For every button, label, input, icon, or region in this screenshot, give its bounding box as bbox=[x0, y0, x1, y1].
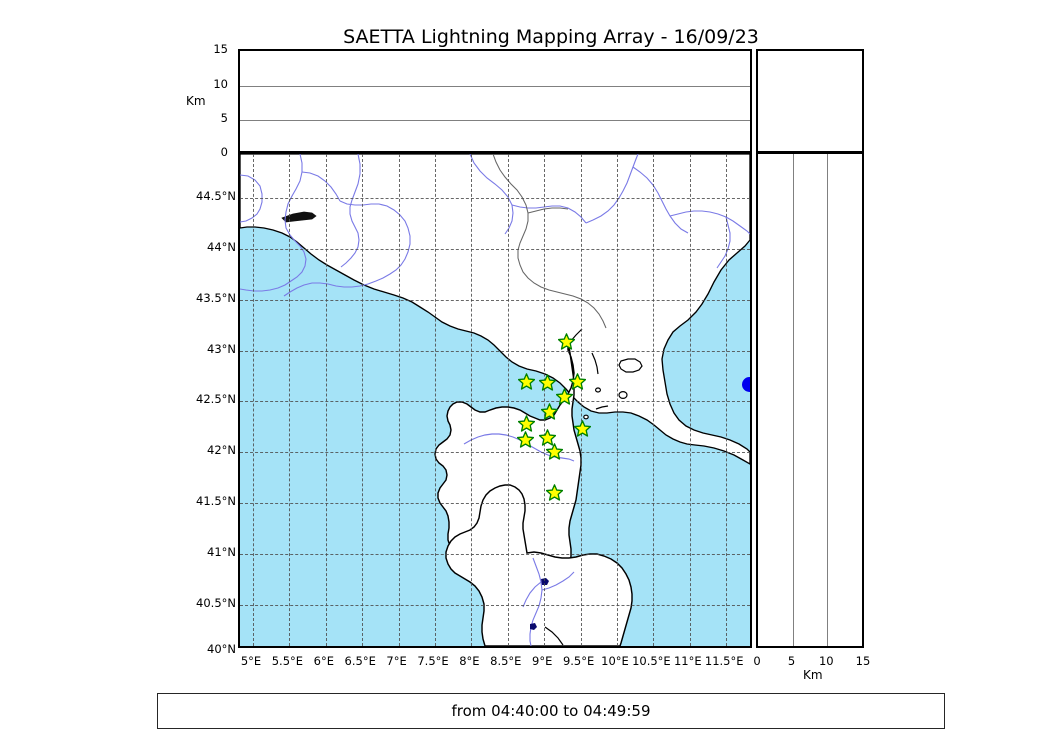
map-xtick-6: 6°E bbox=[313, 654, 334, 668]
top-ytick-5: 5 bbox=[220, 111, 228, 126]
gridline-5km bbox=[240, 120, 750, 122]
map-gridline-lon-8 bbox=[471, 154, 473, 646]
map-ytick-43: 43°N bbox=[207, 341, 236, 356]
map-gridline-lon-10 bbox=[617, 154, 618, 646]
map-ytick-40: 40°N bbox=[207, 642, 236, 656]
map-gridline-lon-9-5 bbox=[580, 154, 582, 646]
map-xtick-8-5: 8.5°E bbox=[490, 654, 522, 668]
top-panel-ylabel: Km bbox=[186, 94, 206, 108]
map-geography bbox=[240, 154, 750, 646]
map-gridline-lon-7-5 bbox=[435, 154, 436, 646]
top-ytick-15: 15 bbox=[213, 42, 228, 56]
map-xtick-7: 7°E bbox=[386, 654, 407, 668]
map-gridline-lon-10-5 bbox=[653, 154, 655, 646]
map-panel[interactable] bbox=[238, 152, 752, 648]
map-gridline-lat-44-5 bbox=[240, 198, 750, 199]
map-ytick-42: 42°N bbox=[207, 443, 236, 458]
map-gridline-lat-43-5 bbox=[240, 299, 750, 301]
map-gridline-lon-11 bbox=[689, 154, 691, 646]
map-ytick-41: 41°N bbox=[207, 545, 236, 559]
river-network bbox=[240, 154, 750, 297]
map-gridline-lat-40 bbox=[240, 645, 750, 646]
map-xtick-11-5: 11.5°E bbox=[704, 654, 744, 668]
map-gridline-lon-11-5 bbox=[726, 154, 728, 646]
right-xtick-0: 0 bbox=[753, 654, 761, 668]
right-xtick-5: 5 bbox=[787, 654, 796, 668]
time-range-statusbar[interactable]: from 04:40:00 to 04:49:59 bbox=[157, 693, 945, 729]
altitude-histogram-panel[interactable] bbox=[756, 49, 864, 153]
top-ytick-0: 0 bbox=[220, 145, 228, 159]
altitude-time-panel[interactable] bbox=[238, 49, 752, 153]
administrative-borders bbox=[492, 154, 607, 329]
map-gridline-lat-40-5 bbox=[240, 604, 750, 606]
map-gridline-lat-43 bbox=[240, 350, 750, 352]
mainland-landmass bbox=[240, 154, 750, 465]
page-title: SAETTA Lightning Mapping Array - 16/09/2… bbox=[343, 26, 759, 48]
map-xtick-7-5: 7.5°E bbox=[417, 654, 449, 668]
right-gridline-10km bbox=[827, 154, 829, 646]
right-xtick-10: 10 bbox=[818, 654, 834, 668]
map-ytick-41-5: 41.5°N bbox=[196, 494, 236, 509]
map-xtick-9-5: 9.5°E bbox=[562, 654, 595, 668]
map-gridline-lon-5-5 bbox=[289, 154, 291, 646]
map-xtick-9: 9°E bbox=[532, 654, 553, 668]
map-ytick-42-5: 42.5°N bbox=[196, 392, 236, 407]
map-gridline-lat-42-5 bbox=[240, 401, 750, 403]
map-xtick-5-5: 5.5°E bbox=[271, 654, 304, 668]
map-gridline-lon-8-5 bbox=[507, 154, 509, 646]
map-ytick-40-5: 40.5°N bbox=[196, 595, 236, 610]
map-gridline-lat-41-5 bbox=[240, 503, 750, 505]
right-xtick-15: 15 bbox=[855, 654, 871, 668]
altitude-longitude-panel[interactable] bbox=[756, 152, 864, 648]
map-canvas bbox=[240, 154, 750, 646]
gridline-10km bbox=[240, 85, 750, 87]
map-gridline-lon-6-5 bbox=[362, 154, 364, 646]
map-gridline-lat-42 bbox=[240, 452, 750, 454]
map-xtick-6-5: 6.5°E bbox=[344, 654, 376, 668]
map-xtick-10-5: 10.5°E bbox=[632, 654, 671, 668]
right-panel-xlabel: Km bbox=[803, 668, 823, 682]
map-gridline-lon-6 bbox=[325, 154, 327, 646]
sardinia-rivers bbox=[522, 557, 575, 646]
map-gridline-lon-7 bbox=[398, 154, 400, 646]
map-xtick-8: 8°E bbox=[459, 654, 480, 668]
right-gridline-5km bbox=[792, 154, 794, 646]
map-gridline-lat-44 bbox=[240, 248, 750, 250]
map-ytick-43-5: 43.5°N bbox=[196, 290, 236, 305]
vhf-source-dot bbox=[741, 377, 750, 393]
map-gridline-lon-9 bbox=[544, 154, 546, 646]
map-ytick-44: 44°N bbox=[207, 239, 236, 254]
map-xtick-10: 10°E bbox=[601, 654, 629, 668]
map-ytick-44-5: 44.5°N bbox=[196, 189, 236, 203]
tuscan-islands bbox=[583, 358, 643, 420]
map-gridline-lat-41 bbox=[240, 554, 750, 555]
time-range-text: from 04:40:00 to 04:49:59 bbox=[451, 702, 651, 720]
top-ytick-10: 10 bbox=[213, 76, 228, 91]
map-xtick-5: 5°E bbox=[240, 654, 262, 668]
map-gridline-lon-5 bbox=[253, 154, 254, 646]
map-xtick-11: 11°E bbox=[673, 654, 702, 668]
